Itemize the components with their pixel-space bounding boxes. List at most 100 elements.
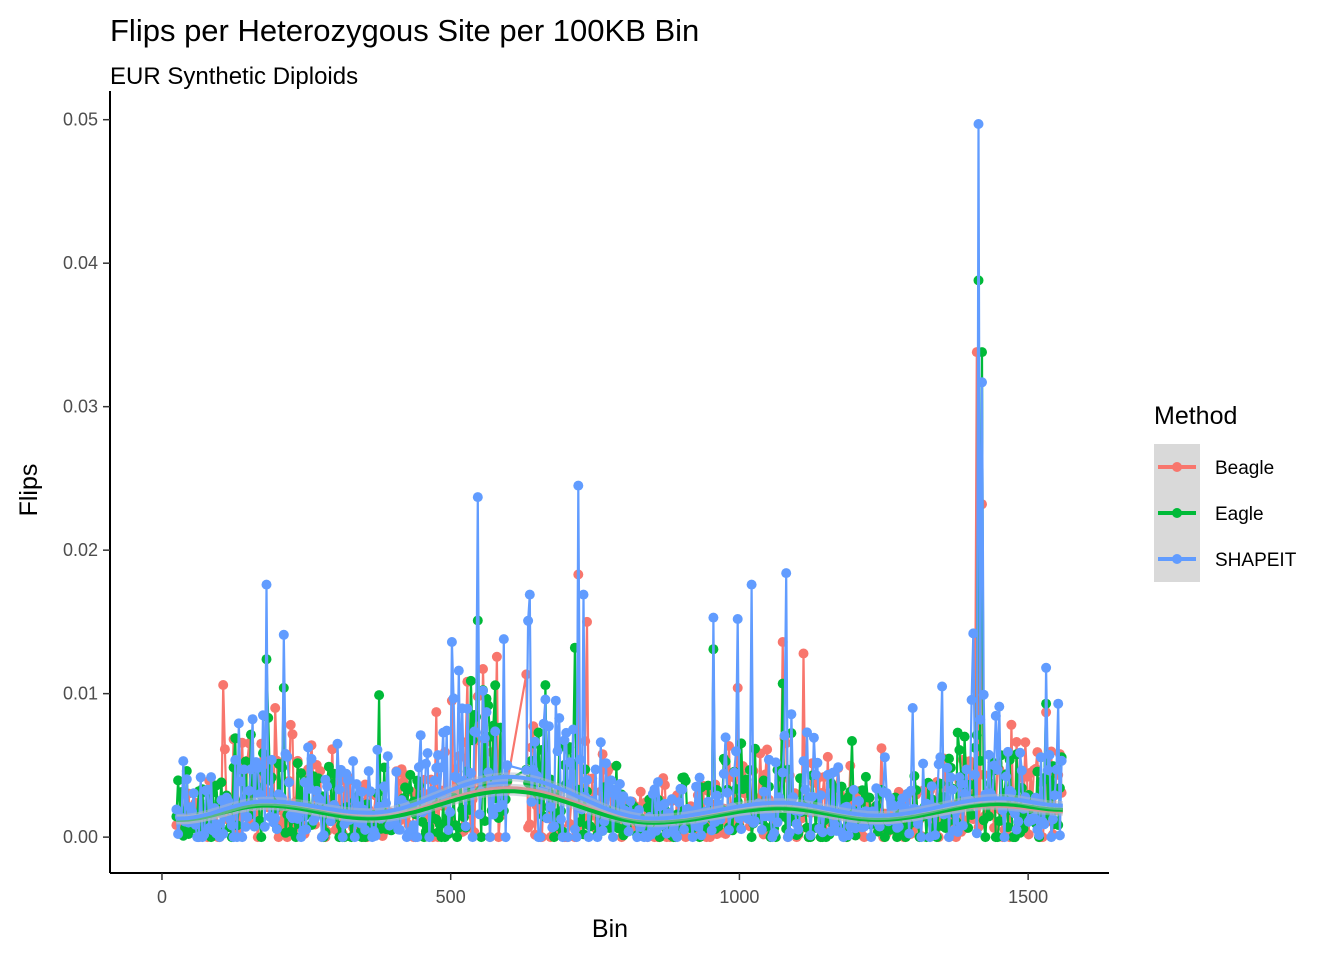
data-point — [571, 832, 582, 843]
data-point — [382, 751, 393, 762]
data-point — [810, 769, 821, 780]
chart-title: Flips per Heterozygous Site per 100KB Bi… — [110, 13, 699, 48]
data-point — [812, 757, 823, 768]
data-point — [533, 727, 544, 738]
data-point — [815, 790, 826, 801]
data-point — [433, 750, 443, 761]
data-point — [394, 824, 405, 835]
data-point — [634, 805, 644, 815]
data-point — [741, 774, 752, 785]
data-point — [443, 825, 454, 835]
data-point — [859, 821, 870, 832]
data-point — [218, 828, 229, 839]
data-point — [994, 816, 1005, 827]
data-point — [606, 775, 617, 786]
legend-items: Beagle Eagle SHAPEIT — [1154, 444, 1297, 582]
data-point — [703, 780, 714, 791]
data-point — [978, 689, 989, 700]
data-point — [405, 769, 416, 780]
x-tick-label: 0 — [157, 887, 167, 907]
data-point — [970, 769, 980, 780]
data-point — [424, 832, 435, 843]
data-point — [1002, 746, 1013, 757]
data-point — [750, 743, 760, 754]
data-point — [446, 637, 457, 647]
data-point — [679, 824, 689, 835]
data-point — [793, 824, 804, 835]
data-point — [323, 761, 334, 772]
data-point — [859, 832, 870, 843]
series-line-shapeit — [175, 123, 1063, 842]
data-point — [530, 736, 540, 747]
data-point — [240, 821, 251, 832]
data-point — [802, 727, 812, 738]
data-point — [493, 832, 504, 843]
data-point — [703, 796, 714, 807]
y-tick-label: 0.02 — [63, 540, 98, 560]
data-point — [349, 832, 360, 843]
data-point — [526, 796, 537, 807]
data-point — [554, 713, 565, 724]
data-point — [860, 771, 871, 782]
data-point — [687, 832, 698, 843]
data-point — [549, 821, 560, 832]
data-point — [332, 738, 343, 749]
data-point — [216, 777, 227, 788]
data-point — [540, 680, 551, 691]
data-point — [481, 707, 492, 718]
data-point — [854, 796, 864, 806]
data-point — [905, 785, 916, 796]
data-point — [583, 832, 594, 843]
data-point — [271, 824, 282, 835]
data-point — [653, 777, 663, 788]
data-point — [540, 694, 551, 705]
data-point — [244, 785, 255, 796]
data-point — [173, 775, 184, 786]
data-point — [614, 779, 625, 789]
data-point — [237, 832, 248, 843]
series-shapeit — [171, 119, 1067, 843]
data-point — [769, 828, 780, 838]
data-point — [490, 726, 501, 737]
data-point — [552, 746, 563, 757]
data-point — [777, 767, 788, 778]
data-point — [1049, 790, 1060, 801]
data-point — [947, 784, 958, 795]
data-point — [348, 756, 359, 767]
data-point — [233, 718, 244, 729]
series-eagle — [171, 275, 1067, 843]
data-point — [278, 629, 289, 640]
data-point — [597, 825, 608, 836]
data-point — [242, 812, 253, 822]
data-point — [360, 824, 371, 835]
data-point — [429, 775, 440, 786]
data-point — [1048, 814, 1058, 825]
data-point — [1053, 698, 1064, 709]
data-point — [1011, 824, 1022, 835]
data-point — [171, 804, 182, 815]
data-point — [750, 816, 760, 827]
data-point — [779, 730, 790, 741]
data-point — [199, 829, 210, 840]
data-point — [904, 828, 915, 839]
data-point — [732, 614, 743, 624]
data-point — [408, 820, 419, 831]
data-point — [213, 819, 223, 830]
data-point — [1020, 737, 1031, 748]
data-point — [990, 710, 1001, 721]
data-point — [188, 788, 199, 799]
data-point — [206, 772, 217, 783]
data-point — [342, 775, 353, 785]
legend-key-point — [1172, 554, 1182, 564]
data-point — [488, 809, 499, 820]
data-point — [569, 824, 580, 835]
data-point — [781, 568, 792, 579]
data-point — [659, 798, 670, 809]
data-point — [256, 832, 267, 843]
data-point — [694, 772, 705, 783]
data-point — [590, 764, 601, 775]
data-point — [696, 830, 707, 841]
data-point — [879, 752, 890, 763]
data-point — [918, 758, 929, 769]
